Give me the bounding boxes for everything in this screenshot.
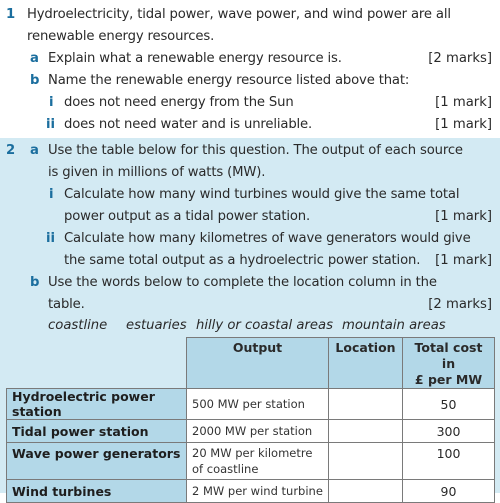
table-row: Tidal power station 2000 MW per station …: [6, 419, 495, 443]
question-2a-i-letter: i: [49, 187, 54, 202]
table-header-total-cost: Total cost in £ per MW: [402, 337, 495, 389]
row-location-cell[interactable]: [328, 479, 403, 503]
row-cost: 300: [402, 419, 495, 443]
row-output: 2 MW per wind turbine: [186, 479, 329, 503]
question-2a-line-2: is given in millions of watts (MW).: [48, 165, 266, 180]
row-location-cell[interactable]: [328, 442, 403, 480]
question-2a-line-1: Use the table below for this question. T…: [48, 143, 463, 158]
word-estuaries: estuaries: [126, 318, 187, 333]
question-1-intro-line-2: renewable energy resources.: [27, 29, 215, 44]
question-1-number: 1: [6, 7, 16, 22]
question-1a-letter: a: [30, 51, 39, 66]
table-row: Wind turbines 2 MW per wind turbine 90: [6, 479, 495, 503]
question-1b-ii-text: does not need water and is unreliable.: [64, 117, 313, 132]
table-header-output: Output: [186, 337, 329, 389]
table-header-row: Output Location Total cost in £ per MW: [7, 337, 495, 389]
row-output-line-1: 20 MW per kilometre: [192, 446, 313, 460]
question-2-number: 2: [6, 143, 16, 158]
question-1-intro-line-1: Hydroelectricity, tidal power, wave powe…: [27, 7, 451, 22]
table-header-empty-cell: [7, 338, 187, 389]
row-label: Wave power generators: [6, 442, 187, 480]
word-hilly-or-coastal-areas: hilly or coastal areas: [196, 318, 333, 333]
energy-sources-table: Output Location Total cost in £ per MW H…: [6, 337, 495, 503]
table-row: Hydroelectric power station 500 MW per s…: [6, 388, 495, 420]
row-label: Wind turbines: [6, 479, 187, 503]
question-1a-text: Explain what a renewable energy resource…: [48, 51, 342, 66]
question-1-block: 1 Hydroelectricity, tidal power, wave po…: [0, 0, 500, 138]
row-output: 20 MW per kilometre of coastline: [186, 442, 329, 480]
question-1b-text: Name the renewable energy resource liste…: [48, 73, 410, 88]
question-1b-i-text: does not need energy from the Sun: [64, 95, 294, 110]
question-2a-letter: a: [30, 143, 39, 158]
word-mountain-areas: mountain areas: [342, 318, 446, 333]
row-cost: 100: [402, 442, 495, 480]
table-header-location: Location: [328, 337, 403, 389]
row-output: 2000 MW per station: [186, 419, 329, 443]
question-2a-i-marks: [1 mark]: [435, 209, 492, 224]
row-output-line-2: of coastline: [192, 462, 259, 476]
question-2a-ii-line-2: the same total output as a hydroelectric…: [64, 253, 421, 268]
table-header-total-cost-line-2: £ per MW: [414, 372, 483, 387]
row-cost: 90: [402, 479, 495, 503]
row-location-cell[interactable]: [328, 419, 403, 443]
row-output: 500 MW per station: [186, 388, 329, 420]
question-1b-i-marks: [1 mark]: [435, 95, 492, 110]
question-1b-i-letter: i: [49, 95, 54, 110]
question-1b-ii-marks: [1 mark]: [435, 117, 492, 132]
row-location-cell[interactable]: [328, 388, 403, 420]
question-1a-marks: [2 marks]: [428, 51, 492, 66]
question-2a-ii-marks: [1 mark]: [435, 253, 492, 268]
question-1b-ii-letter: ii: [46, 117, 56, 132]
question-2a-ii-letter: ii: [46, 231, 56, 246]
row-label: Tidal power station: [6, 419, 187, 443]
table-row: Wave power generators 20 MW per kilometr…: [6, 442, 495, 480]
question-2a-i-line-1: Calculate how many wind turbines would g…: [64, 187, 460, 202]
word-coastline: coastline: [48, 318, 108, 333]
row-cost: 50: [402, 388, 495, 420]
question-2a-ii-line-1: Calculate how many kilometres of wave ge…: [64, 231, 471, 246]
question-2b-letter: b: [30, 275, 40, 290]
question-2b-marks: [2 marks]: [428, 297, 492, 312]
row-label: Hydroelectric power station: [6, 388, 187, 420]
question-2b-line-2: table.: [48, 297, 85, 312]
table-header-total-cost-line-1: Total cost in: [414, 340, 483, 371]
question-2a-i-line-2: power output as a tidal power station.: [64, 209, 311, 224]
question-1b-letter: b: [30, 73, 40, 88]
question-2b-line-1: Use the words below to complete the loca…: [48, 275, 437, 290]
